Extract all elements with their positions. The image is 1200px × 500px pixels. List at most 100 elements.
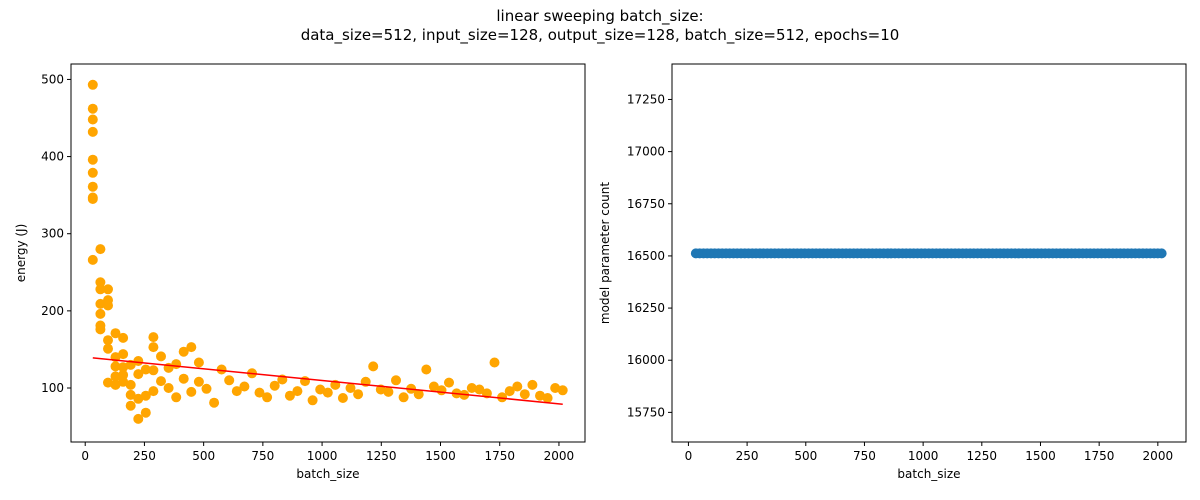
x-tick-label: 1500 bbox=[425, 449, 456, 463]
data-point bbox=[103, 343, 113, 354]
data-point bbox=[193, 357, 204, 368]
data-point bbox=[95, 324, 106, 335]
x-tick-label: 500 bbox=[794, 449, 817, 463]
data-point bbox=[118, 362, 129, 373]
data-point bbox=[284, 390, 295, 401]
data-point bbox=[103, 300, 113, 311]
data-point bbox=[163, 383, 174, 393]
data-point bbox=[118, 332, 129, 343]
x-tick-label: 250 bbox=[133, 449, 156, 463]
data-point bbox=[413, 389, 424, 400]
y-axis-label: energy (J) bbox=[14, 224, 28, 283]
data-point bbox=[231, 386, 242, 397]
y-tick-label: 300 bbox=[41, 227, 64, 241]
data-point bbox=[133, 393, 144, 404]
data-point bbox=[353, 389, 364, 400]
data-point bbox=[262, 392, 273, 403]
data-point bbox=[87, 79, 98, 90]
x-tick-label: 1250 bbox=[967, 449, 998, 463]
x-tick-label: 1750 bbox=[484, 449, 515, 463]
data-point bbox=[148, 332, 159, 343]
data-point bbox=[125, 389, 136, 400]
data-point bbox=[383, 386, 394, 397]
data-point bbox=[322, 387, 333, 398]
data-point bbox=[103, 284, 113, 295]
data-point bbox=[1156, 248, 1167, 259]
data-point bbox=[148, 342, 159, 353]
data-point bbox=[269, 380, 280, 391]
data-point bbox=[133, 413, 144, 424]
data-point bbox=[87, 167, 98, 178]
data-point bbox=[527, 379, 538, 390]
data-point bbox=[315, 384, 326, 395]
plot-frame bbox=[70, 63, 586, 443]
data-point bbox=[125, 400, 136, 411]
data-point bbox=[118, 349, 129, 360]
plot-frame bbox=[671, 63, 1187, 443]
parameter-count-plot: 0 250 500 750 1000 1250 1500 1750 2000 15750 16000… bbox=[598, 63, 1187, 481]
data-point bbox=[140, 390, 151, 401]
y-tick-label: 500 bbox=[41, 72, 64, 86]
data-point bbox=[201, 383, 212, 394]
data-point bbox=[216, 364, 227, 375]
x-tick-label: 2000 bbox=[544, 449, 575, 463]
data-point bbox=[140, 364, 151, 375]
data-point bbox=[444, 377, 454, 388]
data-point bbox=[95, 298, 106, 309]
data-point bbox=[87, 254, 98, 265]
data-point bbox=[95, 284, 106, 295]
x-axis-label: batch_size bbox=[897, 467, 960, 481]
data-point bbox=[307, 395, 318, 406]
y-tick-label: 100 bbox=[41, 381, 64, 395]
data-point bbox=[118, 376, 129, 387]
data-point bbox=[436, 385, 447, 396]
data-point bbox=[110, 361, 121, 372]
data-point bbox=[466, 383, 477, 393]
energy-plot: 0 250 500 750 1000 1250 1500 1750 2000 100 200 300 4… bbox=[14, 63, 586, 481]
x-tick-label: 750 bbox=[251, 449, 274, 463]
data-point bbox=[398, 392, 409, 403]
suptitle-line2: data_size=512, input_size=128, output_si… bbox=[301, 26, 900, 45]
data-point bbox=[110, 328, 121, 339]
data-point bbox=[171, 359, 182, 370]
data-point bbox=[140, 407, 151, 418]
data-point bbox=[542, 393, 553, 403]
y-tick-label: 16750 bbox=[627, 197, 665, 211]
data-point bbox=[368, 361, 379, 372]
data-point bbox=[224, 375, 235, 386]
data-point bbox=[345, 383, 356, 393]
data-point bbox=[110, 371, 121, 382]
data-point bbox=[421, 364, 432, 375]
x-tick-label: 1000 bbox=[307, 449, 338, 463]
data-point bbox=[118, 369, 129, 380]
data-point bbox=[254, 387, 265, 398]
data-point bbox=[95, 277, 106, 288]
x-tick-label: 1000 bbox=[908, 449, 939, 463]
x-axis-label: batch_size bbox=[296, 467, 359, 481]
data-point bbox=[186, 386, 197, 397]
data-point bbox=[193, 376, 204, 387]
data-point bbox=[292, 386, 303, 397]
data-point bbox=[133, 356, 144, 366]
data-point bbox=[209, 397, 220, 408]
x-tick-label: 1250 bbox=[366, 449, 397, 463]
data-point bbox=[87, 194, 98, 204]
data-point bbox=[95, 308, 106, 319]
regression-line bbox=[92, 357, 563, 405]
data-point bbox=[171, 392, 182, 403]
data-point bbox=[133, 369, 144, 380]
data-point bbox=[519, 389, 530, 400]
data-point bbox=[474, 384, 485, 395]
y-tick-label: 16500 bbox=[627, 249, 665, 263]
data-point bbox=[535, 390, 545, 401]
data-point bbox=[428, 381, 439, 392]
x-tick-label: 500 bbox=[192, 449, 215, 463]
y-tick-label: 400 bbox=[41, 150, 64, 164]
data-point bbox=[87, 114, 98, 125]
data-point bbox=[550, 383, 561, 393]
data-point bbox=[178, 346, 189, 357]
data-point bbox=[110, 379, 121, 390]
data-point bbox=[87, 181, 98, 192]
x-tick-label: 1500 bbox=[1025, 449, 1056, 463]
data-point bbox=[87, 103, 98, 114]
